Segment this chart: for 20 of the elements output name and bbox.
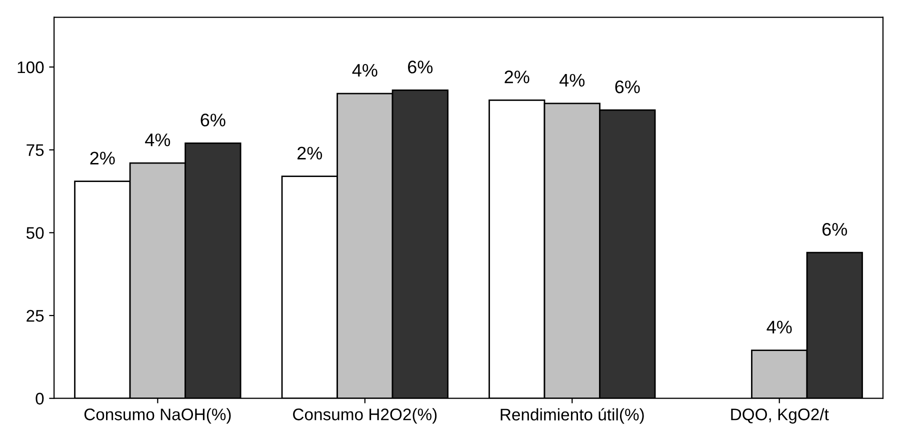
x-tick-label: DQO, KgO2/t — [731, 408, 829, 424]
x-tick-label: Consumo H2O2(%) — [293, 408, 437, 424]
series-label: 2% — [504, 70, 530, 84]
y-tick-label: 0 — [36, 392, 44, 405]
text: 6% — [200, 114, 226, 126]
y-tick-label: 50 — [26, 227, 44, 239]
series-label: 4% — [766, 320, 792, 334]
text: 6% — [408, 60, 433, 74]
text: 6% — [822, 222, 848, 236]
text: 4% — [560, 74, 585, 87]
series-label: 6% — [615, 80, 640, 94]
y-tick-label: 75 — [26, 144, 44, 156]
y-tick-label: 25 — [26, 310, 44, 322]
text: 2% — [90, 152, 115, 164]
x-tick-label: Rendimiento útil(%) — [500, 408, 644, 424]
text: 2% — [298, 146, 322, 160]
y-tick-label: 100 — [18, 61, 44, 74]
text: 4% — [145, 134, 170, 146]
x-tick-label: Consumo NaOH(%) — [84, 408, 231, 424]
text: 4% — [352, 64, 378, 77]
